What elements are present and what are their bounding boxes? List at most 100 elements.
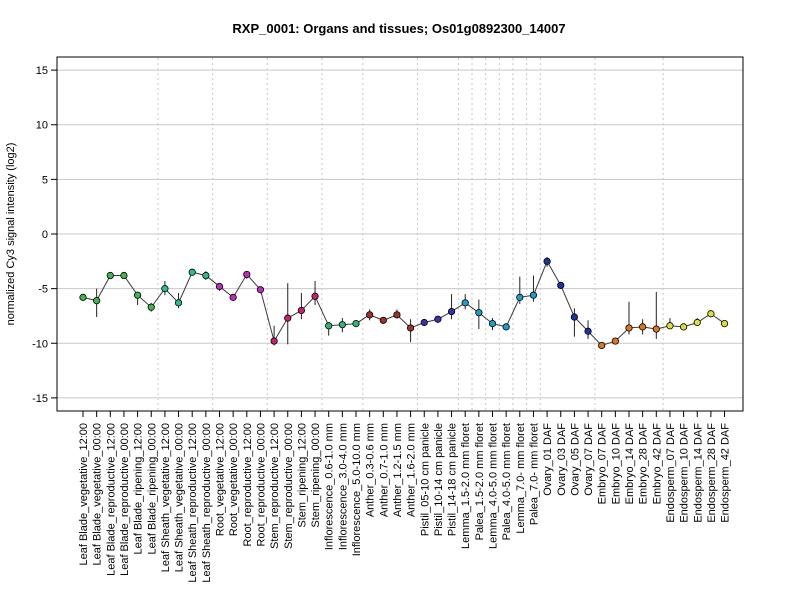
y-tick-label: -5 [38,284,48,296]
y-tick-label: 5 [42,174,48,186]
data-point [325,322,333,330]
data-point [529,291,538,299]
x-tick-label: Leaf Sheath_reproductive_00:00 [201,423,213,583]
x-tick-label: Palea_7.0- mm floret [528,423,540,525]
data-point [379,316,387,324]
data-point [243,270,251,279]
x-tick-label: Ovary_03 DAF [556,423,568,496]
x-tick-label: Ovary_05 DAF [569,423,581,496]
x-tick-label: Inflorescence_3.0-4.0 mm [337,423,349,550]
x-tick-label: Endosperm_07 DAF [665,423,677,523]
x-tick-label: Inflorescence_0.6-1.0 mm [324,423,336,550]
x-tick-label: Root_vegetative_00:00 [228,423,240,536]
x-tick-label: Stem_reproductive_00:00 [283,423,295,549]
data-point [707,310,715,318]
x-tick-label: Palea_1.5-2.0 mm floret [474,423,486,540]
x-tick-label: Endosperm_42 DAF [720,423,732,523]
data-point [598,341,606,350]
data-point [352,319,360,328]
data-point [488,319,497,328]
data-point [161,285,169,293]
data-point [516,293,524,301]
x-tick-label: Leaf Blade_reproductive_00:00 [119,423,131,576]
data-point [666,322,674,330]
x-tick-label: Pistil_14-18 cm panicle [447,423,459,536]
data-point [120,271,128,280]
x-tick-label: Leaf Blade_reproductive_12:00 [105,423,117,576]
x-tick-label: Anther_0.3-0.6 mm [365,423,377,517]
x-tick-label: Leaf Sheath_vegetative_00:00 [174,423,186,572]
x-tick-label: Stem_ripening_12:00 [296,423,308,528]
data-point [147,303,155,311]
data-point [720,319,729,328]
x-tick-label: Root_reproductive_00:00 [255,423,267,547]
x-tick-label: Inflorescence_5.0-10.0 mm [351,423,363,556]
data-point [174,299,183,307]
data-point [270,337,278,345]
data-point [106,271,114,280]
x-tick-label: Root_vegetative_12:00 [215,423,227,536]
data-point [297,306,305,315]
y-axis-label: normalized Cy3 signal intensity (log2) [5,143,17,326]
x-tick-label: Embryo_28 DAF [638,423,650,505]
x-tick-label: Anther_1.6-2.0 mm [406,423,418,517]
x-tick-label: Root_reproductive_12:00 [242,423,254,547]
chart-title: RXP_0001: Organs and tissues; Os01g08923… [232,21,565,36]
data-point [134,291,142,299]
data-point [639,323,647,331]
plot-frame [56,56,744,412]
data-point [447,307,456,316]
data-point [188,268,196,276]
data-point [584,327,592,335]
data-point [652,325,660,333]
x-tick-label: Anther_1.2-1.5 mm [392,423,404,517]
x-tick-label: Stem_ripening_00:00 [310,423,322,528]
data-point [543,257,551,265]
x-tick-label: Pistil_10-14 cm panicle [433,423,445,536]
data-point [434,315,442,323]
y-tick-label: 15 [36,65,48,77]
x-tick-label: Endosperm_10 DAF [679,423,691,523]
data-point [79,293,87,301]
x-tick-label: Lemma_1.5-2.0 mm floret [460,423,472,549]
x-tick-label: Leaf Sheath_reproductive_12:00 [187,423,199,583]
x-tick-label: Leaf Blade_ripening_00:00 [146,423,158,555]
data-point [93,297,101,305]
data-point [693,318,701,327]
x-tick-label: Leaf Blade_ripening_12:00 [133,423,145,555]
x-tick-label: Ovary_01 DAF [542,423,554,496]
y-axis: -15 -10 -5 0 5 10 15 [32,65,57,405]
grid-layer [57,58,743,410]
x-tick-label: Anther_0.7-1.0 mm [378,423,390,517]
data-point [461,299,469,307]
x-tick-label: Embryo_14 DAF [624,423,636,505]
x-tick-label: Stem_reproductive_12:00 [269,423,281,549]
data-point [406,324,415,332]
data-point [338,321,346,329]
x-tick-label: Embryo_07 DAF [597,423,609,505]
x-tick-label: Ovary_07 DAF [583,423,595,496]
y-tick-label: -10 [32,338,48,350]
x-tick-label: Pistil_05-10 cm panicle [419,423,431,536]
data-point [475,309,483,317]
data-point [611,337,619,345]
data-point [256,286,265,294]
x-tick-label: Embryo_42 DAF [651,423,663,505]
x-tick-label: Lemma_7.0- mm floret [515,423,527,534]
x-tick-label: Leaf Sheath_vegetative_12:00 [160,423,172,572]
x-tick-label: Leaf Blade_vegetative_12:00 [78,423,90,566]
data-point [557,281,565,289]
data-point [393,311,401,319]
y-tick-label: 10 [36,120,48,132]
x-axis: Leaf Blade_vegetative_12:00 Leaf Blade_ve… [78,411,732,583]
x-tick-label: Endosperm_28 DAF [706,423,718,523]
y-tick-label: -15 [32,393,48,405]
data-point [502,323,510,331]
x-tick-label: Lemma_4.0-5.0 mm floret [488,423,500,549]
data-point [570,313,579,321]
x-tick-label: Leaf Blade_vegetative_00:00 [92,423,104,566]
data-point [420,318,428,327]
data-point [215,282,224,291]
